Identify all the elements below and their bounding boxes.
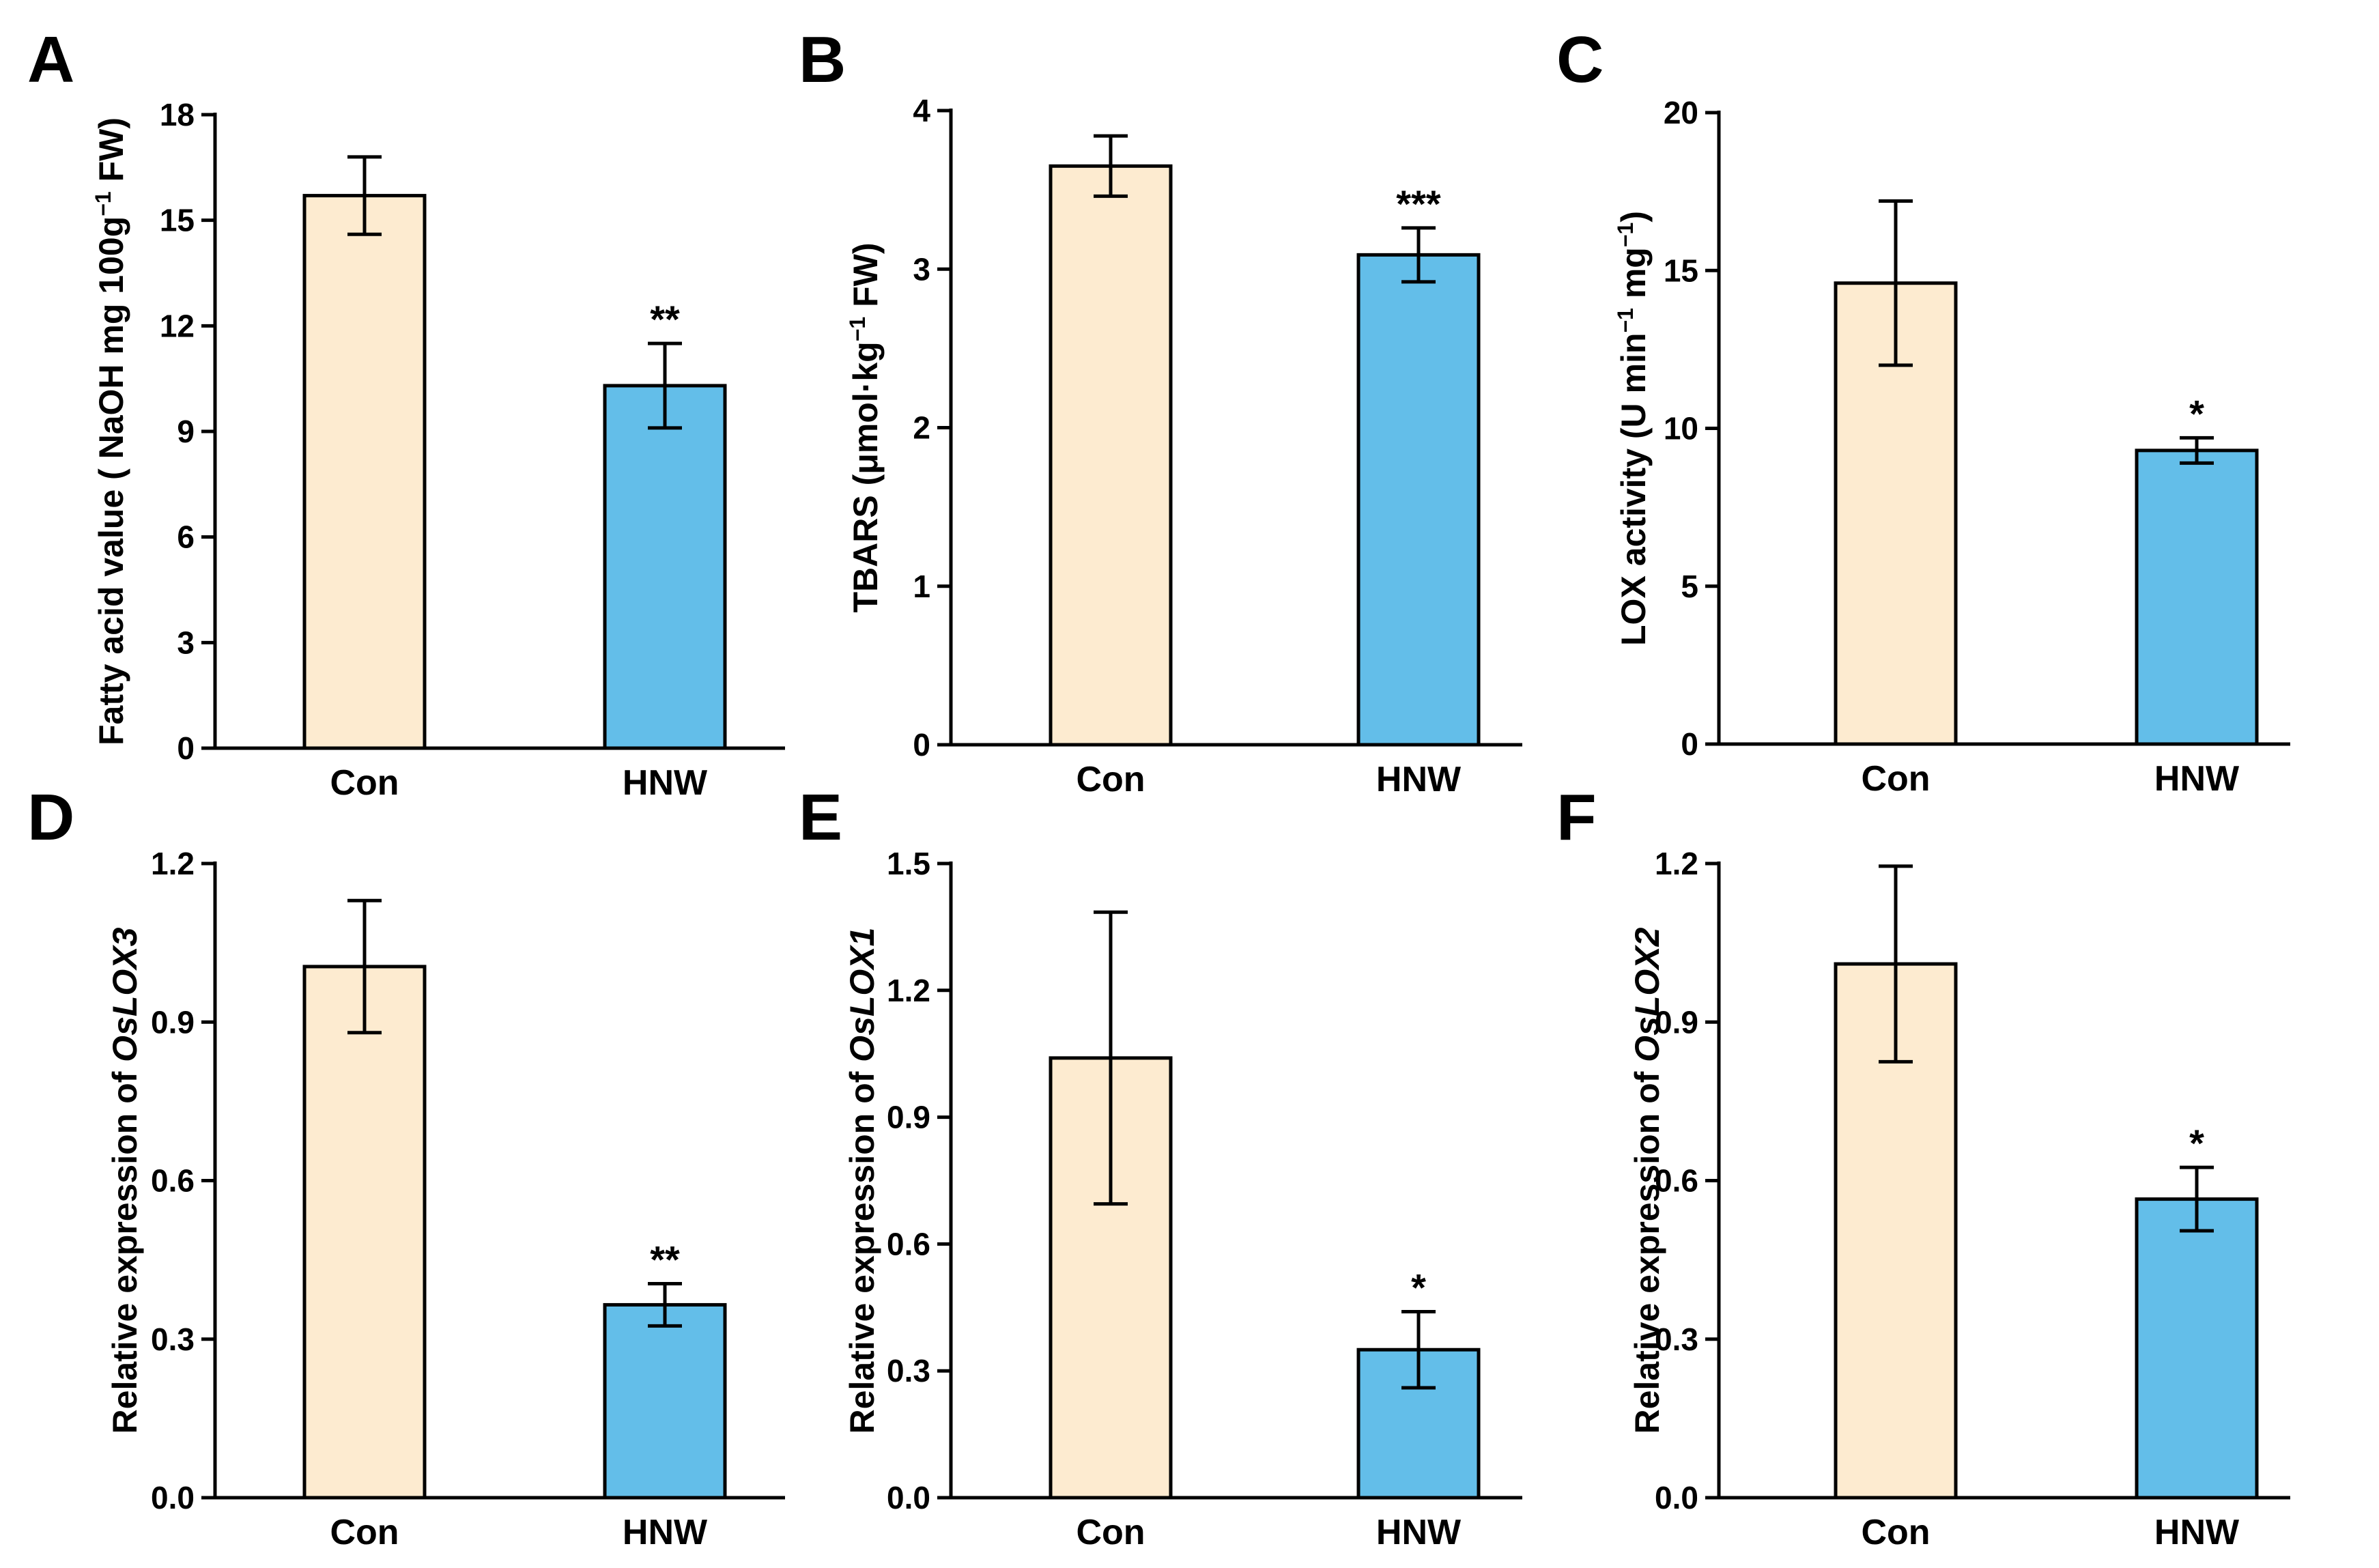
panel-d: D Con ** HNW 0.0 0.3 0.6 0.9 1.2 Relative express… (27, 781, 785, 1552)
y-axis-title: Relative expression of OsLOX2 (1628, 927, 1666, 1434)
significance-label: * (2189, 1122, 2204, 1165)
category-label: Con (1861, 759, 1930, 799)
bar-con (302, 194, 427, 750)
significance-label: *** (1396, 182, 1441, 225)
y-tick-label: 9 (177, 414, 195, 449)
panel-letter: D (27, 781, 74, 854)
panel-letter: C (1556, 23, 1604, 96)
category-label: Con (1076, 760, 1145, 799)
bar-hnw (2135, 448, 2259, 746)
bar-con (1049, 164, 1173, 747)
category-label: Con (1076, 1513, 1145, 1552)
category-label: Con (1861, 1513, 1930, 1552)
panel-letter: F (1556, 781, 1597, 854)
y-tick-label: 0.3 (151, 1322, 195, 1357)
y-tick-label: 0.0 (1655, 1480, 1698, 1515)
panel-letter: B (799, 23, 846, 96)
y-axis-title: LOX activity (U min−1 mg−1) (1613, 211, 1653, 646)
significance-label: ** (650, 1238, 680, 1281)
y-tick-label: 1.2 (151, 846, 195, 881)
y-tick-label: 0 (177, 730, 195, 766)
y-tick-label: 15 (1664, 253, 1698, 288)
panel-letter: E (799, 781, 842, 854)
y-tick-label: 0.6 (887, 1226, 930, 1261)
bar-hnw (603, 1302, 727, 1500)
y-tick-label: 15 (160, 203, 195, 238)
category-label: HNW (1376, 1513, 1462, 1552)
category-label: HNW (2154, 759, 2240, 799)
panel-e: E Con * HNW 0.0 0.3 0.6 0.9 1.2 1.5 Relative expre… (799, 781, 1522, 1552)
y-tick-label: 1.2 (887, 973, 930, 1008)
y-tick-label: 0.0 (887, 1480, 930, 1515)
y-tick-label: 10 (1664, 411, 1698, 446)
y-tick-label: 0.9 (151, 1004, 195, 1040)
y-tick-label: 12 (160, 308, 195, 343)
y-tick-label: 3 (913, 251, 930, 287)
category-label: HNW (623, 1513, 708, 1552)
y-tick-label: 20 (1664, 95, 1698, 130)
y-tick-label: 0.3 (1655, 1322, 1698, 1357)
panel-a: A Con ** HNW 0 3 6 9 12 15 18 Fatty acid value ( Na… (27, 23, 785, 803)
y-tick-label: 0.9 (887, 1100, 930, 1135)
y-tick-label: 0.0 (151, 1480, 195, 1515)
y-tick-label: 1.5 (887, 846, 930, 881)
y-tick-label: 0.6 (151, 1163, 195, 1199)
y-tick-label: 0.3 (887, 1353, 930, 1388)
bar-hnw (1356, 253, 1481, 747)
y-tick-label: 0.6 (1655, 1163, 1698, 1199)
y-axis-title: Relative expression of OsLOX1 (843, 928, 881, 1434)
y-tick-label: 1.2 (1655, 846, 1698, 881)
panel-letter: A (27, 23, 74, 96)
y-axis-title: TBARS (μmol·kg−1 FW) (845, 242, 885, 612)
y-tick-label: 0 (1681, 726, 1698, 762)
significance-label: ** (650, 298, 680, 341)
panel-c: C Con * HNW 0 5 10 15 20 LOX activity (U min−1 mg… (1556, 23, 2290, 799)
bar-hnw (603, 384, 727, 750)
significance-label: * (2189, 392, 2204, 435)
y-tick-label: 3 (177, 625, 195, 660)
category-label: HNW (2154, 1513, 2240, 1552)
y-axis-title: Relative expression of OsLOX3 (106, 927, 144, 1434)
panel-b: B Con *** HNW 0 1 2 3 4 TBARS (μmol·kg−1 FW) (799, 23, 1522, 799)
category-label: Con (330, 763, 399, 803)
panel-f: F Con * HNW 0.0 0.3 0.6 0.9 1.2 Relative expressi… (1556, 781, 2290, 1552)
y-tick-label: 1 (913, 569, 930, 604)
y-axis-title: Fatty acid value ( NaOH mg 100g−1 FW) (91, 117, 130, 745)
y-tick-label: 18 (160, 97, 195, 132)
bar-con (302, 965, 427, 1500)
y-tick-label: 5 (1681, 569, 1698, 604)
y-tick-label: 2 (913, 410, 930, 446)
y-tick-label: 0.9 (1655, 1004, 1698, 1040)
category-label: Con (330, 1513, 399, 1552)
bar-hnw (2135, 1197, 2259, 1500)
y-tick-label: 4 (913, 93, 930, 128)
y-tick-label: 6 (177, 519, 195, 555)
y-tick-label: 0 (913, 727, 930, 762)
category-label: HNW (1376, 760, 1462, 799)
significance-label: * (1411, 1266, 1426, 1309)
category-label: HNW (623, 763, 708, 803)
